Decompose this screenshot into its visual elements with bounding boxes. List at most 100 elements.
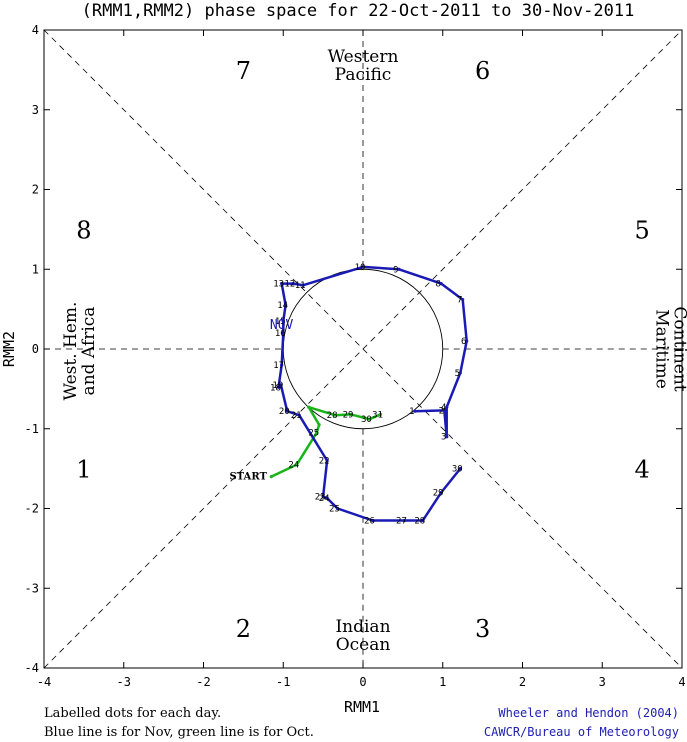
- data-point: [335, 506, 340, 511]
- point-label: 11: [295, 281, 306, 291]
- point-label: 30: [361, 415, 372, 425]
- month-label: NOV: [270, 318, 294, 333]
- phase-label: 5: [634, 216, 649, 244]
- series-lines: [270, 265, 468, 522]
- point-label: 29: [343, 410, 354, 420]
- data-point: [291, 282, 295, 286]
- x-tick-label: 2: [519, 675, 526, 689]
- data-point: [378, 412, 383, 416]
- data-point: [321, 494, 325, 499]
- phase-label: 3: [475, 615, 490, 643]
- x-tick-label: 0: [359, 675, 366, 689]
- point-label: 31: [372, 410, 383, 420]
- data-point: [297, 413, 301, 417]
- data-point: [442, 408, 446, 413]
- data-point: [280, 282, 284, 286]
- y-tick-label: -1: [25, 422, 39, 436]
- y-tick-label: -3: [25, 581, 39, 595]
- point-label: 9: [393, 265, 398, 275]
- data-point: [361, 265, 365, 269]
- data-point: [439, 282, 443, 286]
- data-point: [349, 412, 353, 416]
- point-label: 24: [319, 494, 330, 504]
- x-tick-label: 3: [599, 675, 606, 689]
- point-label: 17: [273, 361, 284, 371]
- footer-citation: Wheeler and Hendon (2004): [498, 706, 679, 720]
- phase-label: 7: [236, 57, 251, 85]
- point-label: 6: [461, 337, 466, 347]
- point-label: 3: [441, 433, 446, 443]
- data-point: [465, 339, 469, 343]
- y-tick-label: 1: [32, 262, 39, 276]
- x-tick-label: -1: [276, 675, 290, 689]
- region-label-top: Western: [328, 47, 399, 67]
- point-label: 16: [275, 329, 286, 339]
- x-tick-label: -3: [117, 675, 131, 689]
- region-label-left: and Africa: [79, 307, 99, 396]
- series-line: [277, 265, 468, 522]
- phase-label: 8: [76, 216, 91, 244]
- point-label: 7: [457, 296, 462, 306]
- point-label: 18: [270, 383, 281, 393]
- data-point: [367, 417, 371, 421]
- data-point: [413, 409, 417, 413]
- footer-note-dots: Labelled dots for each day.: [44, 706, 222, 721]
- x-tick-label: -2: [196, 675, 210, 689]
- phase-label: 4: [634, 456, 649, 484]
- data-point: [325, 459, 329, 463]
- y-tick-label: 3: [32, 103, 39, 117]
- x-tick-label: -4: [37, 675, 51, 689]
- region-label-right: Continent: [669, 306, 687, 391]
- data-point: [315, 431, 319, 435]
- y-tick-label: -2: [25, 502, 39, 516]
- data-point: [276, 385, 281, 389]
- data-point: [458, 371, 462, 375]
- footer-institution: CAWCR/Bureau of Meteorology: [483, 725, 679, 739]
- point-label: 26: [364, 516, 375, 526]
- footer-note-colors: Blue line is for Nov, green line is for …: [44, 725, 314, 740]
- point-label: 2: [439, 406, 444, 416]
- phase-label: 1: [76, 456, 91, 484]
- point-label: 22: [319, 457, 330, 467]
- data-point: [269, 475, 273, 479]
- start-label: START: [229, 472, 267, 483]
- region-label-left: West. Hem.: [61, 302, 81, 401]
- point-label: 8: [435, 280, 440, 290]
- data-point: [317, 423, 321, 427]
- point-label: 15: [275, 317, 286, 327]
- point-label: 25: [329, 505, 340, 515]
- data-point: [445, 435, 449, 439]
- phase-label: 6: [475, 57, 490, 85]
- point-label: 24: [288, 461, 299, 471]
- x-tick-label: 1: [439, 675, 446, 689]
- point-label: 20: [279, 407, 290, 417]
- point-label: 30: [452, 465, 463, 475]
- data-point: [285, 409, 289, 413]
- data-point: [333, 413, 337, 417]
- point-label: 27: [396, 516, 407, 526]
- phase-label: 2: [236, 615, 251, 643]
- point-label: 21: [291, 411, 302, 421]
- point-label: 10: [355, 263, 366, 273]
- data-point: [307, 405, 311, 409]
- data-point: [280, 363, 284, 367]
- point-label: 14: [277, 301, 288, 311]
- data-point: [439, 490, 443, 495]
- point-label: 28: [327, 411, 338, 421]
- point-label: 1: [409, 407, 414, 417]
- footer-credits: Wheeler and Hendon (2004) CAWCR/Bureau o…: [484, 704, 679, 742]
- x-tick-label: 4: [678, 675, 685, 689]
- y-tick-label: 4: [32, 23, 39, 37]
- data-point: [421, 518, 425, 523]
- x-axis-label: RMM1: [344, 698, 380, 716]
- data-point: [325, 496, 329, 500]
- data-point: [397, 267, 401, 271]
- diagonal-line: [43, 29, 683, 669]
- data-point: [461, 297, 465, 302]
- footer-notes: Labelled dots for each day. Blue line is…: [44, 704, 314, 742]
- point-label: 25: [308, 429, 319, 439]
